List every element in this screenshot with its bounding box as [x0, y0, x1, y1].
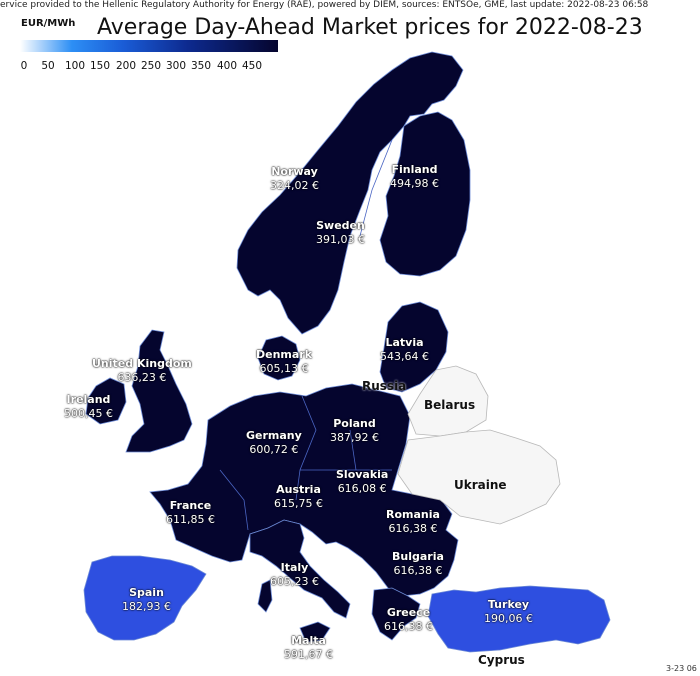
country-price: 543,64 € — [380, 350, 429, 363]
region-uk[interactable] — [125, 329, 193, 453]
label-spain[interactable]: Spain 182,93 € — [122, 586, 171, 614]
country-name: Norway — [271, 165, 318, 178]
legend-tick: 50 — [41, 60, 55, 72]
country-price: 615,75 € — [274, 497, 323, 510]
label-denmark[interactable]: Denmark 605,13 € — [256, 348, 312, 376]
country-name: Spain — [129, 586, 164, 599]
region-italy[interactable] — [249, 519, 351, 619]
region-turkey[interactable] — [427, 585, 611, 653]
region-iberia[interactable] — [83, 555, 207, 641]
color-scale-bar — [20, 40, 278, 52]
legend-tick: 450 — [241, 60, 263, 72]
country-price: 605,23 € — [270, 575, 319, 588]
label-ireland[interactable]: Ireland 500,45 € — [64, 393, 113, 421]
country-price: 616,38 € — [393, 564, 443, 577]
country-price: 611,85 € — [166, 513, 215, 526]
label-italy[interactable]: Italy 605,23 € — [270, 561, 319, 589]
label-united-kingdom[interactable]: United Kingdom 636,23 € — [92, 357, 192, 385]
country-name: Finland — [391, 163, 438, 176]
legend-ticks: 0 50 100 150 200 250 300 350 400 450 — [0, 60, 300, 74]
label-austria[interactable]: Austria 615,75 € — [274, 483, 323, 511]
label-finland[interactable]: Finland 494,98 € — [390, 163, 439, 191]
country-price: 591,67 € — [284, 648, 333, 661]
country-name: Germany — [246, 429, 302, 442]
region-sicily[interactable] — [299, 621, 331, 643]
country-name: Turkey — [487, 598, 530, 611]
country-name: Slovakia — [336, 468, 389, 481]
country-price: 616,38 € — [388, 522, 438, 535]
region-ukraine — [397, 429, 561, 525]
label-russia: Russia — [362, 379, 407, 393]
legend-tick: 100 — [64, 60, 86, 72]
country-name: United Kingdom — [92, 357, 192, 370]
label-greece[interactable]: Greece 616,38 € — [384, 606, 433, 634]
legend-tick: 350 — [190, 60, 212, 72]
country-price: 500,45 € — [64, 407, 113, 420]
footer-timestamp: 3-23 06 — [666, 664, 697, 673]
country-name: Latvia — [385, 336, 424, 349]
region-greece[interactable] — [371, 587, 421, 641]
legend-tick: 150 — [89, 60, 111, 72]
label-malta[interactable]: Malta 591,67 € — [284, 634, 333, 662]
region-ireland[interactable] — [85, 377, 127, 425]
label-romania[interactable]: Romania 616,38 € — [386, 508, 440, 536]
country-name: Ireland — [66, 393, 111, 406]
country-price: 616,38 € — [384, 620, 433, 633]
region-norway-sweden[interactable] — [236, 51, 464, 335]
country-price: 616,08 € — [337, 482, 387, 495]
country-price: 605,13 € — [259, 362, 309, 375]
country-name: Poland — [333, 417, 376, 430]
country-name: Austria — [276, 483, 321, 496]
country-price: 387,92 € — [330, 431, 379, 444]
legend-tick: 400 — [216, 60, 238, 72]
region-sardinia[interactable] — [257, 579, 273, 613]
country-name: Bulgaria — [392, 550, 444, 563]
label-sweden[interactable]: Sweden 391,03 € — [316, 219, 365, 247]
legend-tick: 200 — [115, 60, 137, 72]
country-name: Romania — [386, 508, 440, 521]
country-name: France — [169, 499, 212, 512]
country-price: 190,06 € — [484, 612, 533, 625]
label-belarus: Belarus — [424, 398, 476, 412]
label-ukraine: Ukraine — [454, 478, 507, 492]
region-finland[interactable] — [379, 111, 471, 277]
country-name: Malta — [291, 634, 326, 647]
label-latvia[interactable]: Latvia 543,64 € — [380, 336, 429, 364]
label-germany[interactable]: Germany 600,72 € — [246, 429, 302, 457]
source-info-line: ervice provided to the Hellenic Regulato… — [0, 0, 649, 10]
country-price: 391,03 € — [316, 233, 365, 246]
label-bulgaria[interactable]: Bulgaria 616,38 € — [392, 550, 444, 578]
country-price: 600,72 € — [249, 443, 299, 456]
legend-unit: EUR/MWh — [21, 18, 76, 29]
country-price: 494,98 € — [390, 177, 439, 190]
country-name: Italy — [280, 561, 309, 574]
label-poland[interactable]: Poland 387,92 € — [330, 417, 379, 445]
legend-tick: 250 — [140, 60, 162, 72]
label-cyprus: Cyprus — [478, 653, 525, 667]
country-name: Greece — [386, 606, 431, 619]
label-france[interactable]: France 611,85 € — [166, 499, 215, 527]
label-slovakia[interactable]: Slovakia 616,08 € — [336, 468, 388, 496]
country-price: 324,02 € — [270, 179, 319, 192]
legend-tick: 300 — [165, 60, 187, 72]
region-denmark[interactable] — [257, 335, 301, 381]
country-price: 636,23 € — [117, 371, 167, 384]
legend-tick: 0 — [20, 60, 28, 72]
country-price: 182,93 € — [122, 600, 171, 613]
label-turkey[interactable]: Turkey 190,06 € — [484, 598, 533, 626]
label-norway[interactable]: Norway 324,02 € — [270, 165, 319, 193]
page-title: Average Day-Ahead Market prices for 2022… — [97, 15, 643, 40]
country-name: Denmark — [256, 348, 313, 361]
region-central-europe[interactable] — [149, 383, 459, 597]
country-name: Sweden — [316, 219, 365, 232]
